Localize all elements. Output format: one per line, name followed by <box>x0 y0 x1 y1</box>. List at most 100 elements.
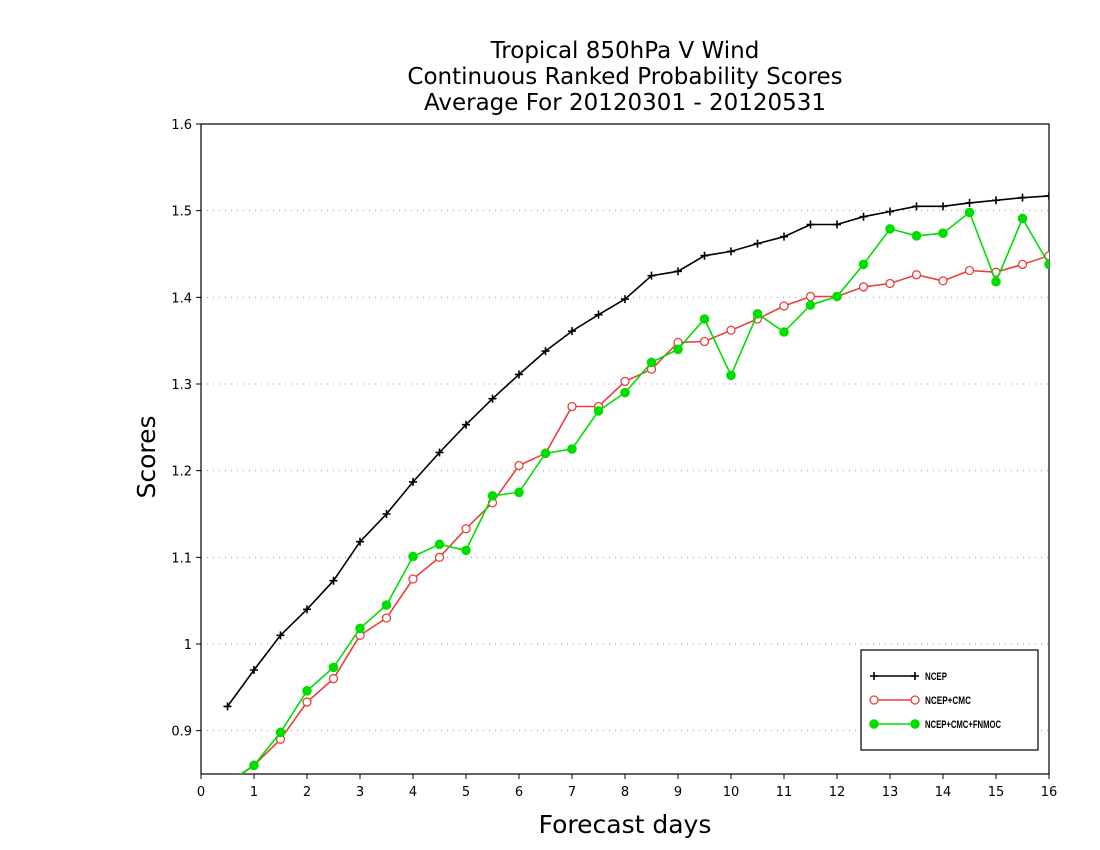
data-point <box>805 291 816 302</box>
series-lines <box>223 191 1049 774</box>
title-line-1: Tropical 850hPa V Wind <box>490 38 760 64</box>
data-point <box>805 300 816 310</box>
data-point <box>329 576 338 585</box>
data-point <box>964 207 975 218</box>
data-point <box>276 631 285 640</box>
data-point <box>434 552 445 562</box>
legend-label: NCEP+CMC+FNMOC <box>925 719 1001 731</box>
data-point <box>858 259 869 270</box>
data-point <box>726 370 736 381</box>
data-point <box>249 760 259 771</box>
y-tick-label: 1.5 <box>171 205 192 220</box>
data-point <box>779 301 789 311</box>
data-point <box>302 686 312 696</box>
legend-marker <box>869 695 879 705</box>
data-point <box>381 600 392 610</box>
data-point <box>567 444 577 454</box>
data-point <box>911 231 922 241</box>
x-tick-label: 0 <box>197 785 205 800</box>
data-point <box>833 220 841 229</box>
y-tick-label: 0.9 <box>171 725 192 740</box>
data-point <box>992 196 1000 205</box>
data-point <box>568 327 576 336</box>
data-point <box>382 510 391 518</box>
x-tick-label: 5 <box>462 785 470 800</box>
x-tick-label: 15 <box>988 785 1005 800</box>
legend-marker <box>911 672 919 680</box>
data-point <box>859 212 868 221</box>
data-point <box>911 270 922 280</box>
data-point <box>885 278 895 289</box>
data-point <box>1017 213 1028 224</box>
data-point <box>780 232 788 241</box>
data-point <box>779 327 789 337</box>
chart-title: Tropical 850hPa V Wind Continuous Ranked… <box>407 38 842 116</box>
legend-marker <box>870 672 878 680</box>
data-point <box>462 420 470 429</box>
series-line <box>226 195 1049 707</box>
data-point <box>674 267 682 276</box>
data-point <box>726 325 736 335</box>
data-point <box>885 224 895 234</box>
x-tick-label: 10 <box>723 785 740 800</box>
x-tick-label: 11 <box>776 785 793 800</box>
data-point <box>858 282 869 292</box>
y-tick-label: 1.3 <box>171 378 192 393</box>
data-point <box>409 477 417 486</box>
data-point <box>647 271 656 280</box>
data-point <box>461 524 471 534</box>
data-point <box>408 574 418 584</box>
data-point <box>356 537 364 546</box>
data-point <box>700 251 709 260</box>
legend: NCEP NCEP+CMC NCEP+CMC+FNMOC <box>860 649 1039 751</box>
x-tick-label: 12 <box>829 785 846 800</box>
data-point <box>886 207 894 216</box>
data-point <box>753 239 762 248</box>
data-point <box>699 336 710 347</box>
plot-frame <box>200 123 1050 775</box>
data-point <box>1044 259 1049 270</box>
data-point <box>328 662 339 673</box>
data-point <box>461 545 471 556</box>
data-point <box>991 276 1001 287</box>
series-group-0 <box>223 191 1049 711</box>
data-point <box>646 357 657 368</box>
y-axis-label: Scores <box>132 415 161 498</box>
data-point <box>514 460 524 471</box>
x-tick-label: 1 <box>250 785 258 800</box>
data-point <box>832 291 842 302</box>
data-point <box>328 674 339 684</box>
legend-label: NCEP <box>925 671 947 683</box>
data-point <box>699 314 710 324</box>
series-group-2 <box>239 207 1049 774</box>
y-tick-label: 1.2 <box>171 465 192 480</box>
title-line-3: Average For 20120301 - 20120531 <box>424 90 826 116</box>
data-point <box>435 448 444 457</box>
data-point <box>806 220 815 229</box>
data-point <box>381 613 392 623</box>
data-point <box>727 247 735 256</box>
data-point <box>621 295 629 304</box>
data-point <box>1017 259 1028 270</box>
x-tick-label: 7 <box>568 785 576 800</box>
data-point <box>938 276 948 286</box>
x-tick-label: 16 <box>1041 785 1058 800</box>
data-point <box>939 202 947 211</box>
data-point <box>250 666 258 674</box>
data-point <box>302 697 312 707</box>
data-point <box>673 344 683 355</box>
data-point <box>594 310 603 319</box>
legend-label: NCEP+CMC <box>925 695 971 707</box>
data-point <box>514 487 524 498</box>
y-tick-label: 1 <box>184 638 192 653</box>
data-point <box>567 401 577 412</box>
y-tick-label: 1.6 <box>171 118 192 133</box>
legend-marker <box>910 719 920 729</box>
data-point <box>434 539 445 550</box>
x-tick-label: 9 <box>674 785 682 800</box>
data-point <box>752 309 763 319</box>
title-line-2: Continuous Ranked Probability Scores <box>407 64 842 90</box>
legend-marker <box>910 695 920 705</box>
data-point <box>964 265 975 276</box>
